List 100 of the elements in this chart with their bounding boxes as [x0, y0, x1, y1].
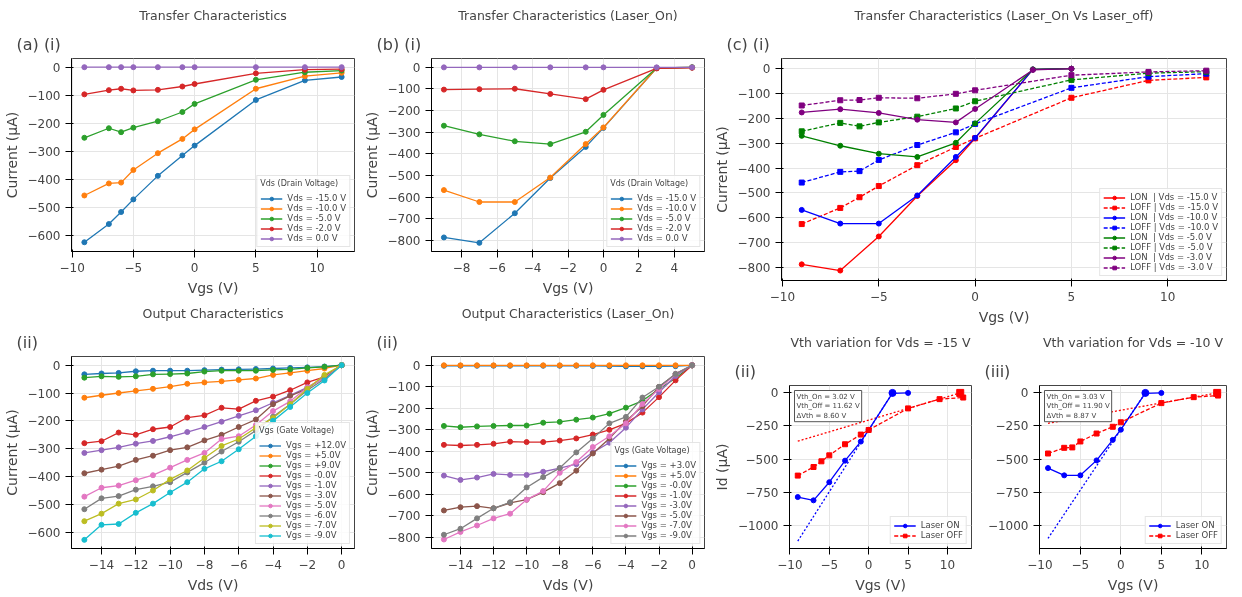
x-tick-label: −5: [869, 289, 888, 304]
y-tick-label: −500: [745, 452, 779, 467]
legend-label: Laser OFF: [1175, 530, 1218, 540]
y-tick-label: 0: [770, 386, 779, 401]
x-tick-label: −4: [617, 557, 635, 572]
legend-label: Vgs = +9.0V: [285, 460, 341, 470]
x-tick-label: 10: [1194, 557, 1210, 572]
y-axis-title: Current (µA): [363, 111, 380, 199]
legend-label: Vds = -10.0 V: [637, 203, 696, 213]
legend-title: Vgs (Gate Voltage): [258, 426, 336, 435]
x-tick-label: −12: [480, 557, 507, 572]
x-tick-label: −6: [488, 260, 506, 275]
y-tick-label: −600: [387, 487, 421, 502]
y-tick-label: −200: [27, 414, 61, 429]
x-tick-label: −10: [1027, 557, 1053, 572]
y-tick-label: −400: [387, 444, 421, 459]
y-tick-label: −1000: [987, 518, 1029, 533]
legend-label: Vgs = -6.0V: [285, 510, 337, 520]
x-tick-label: 4: [670, 260, 679, 275]
legend-label: LON | Vds = -10.0 V: [1130, 212, 1218, 222]
y-tick-label: −800: [387, 530, 421, 545]
legend-label: Vgs = +5.0V: [641, 470, 696, 480]
y-tick-label: −200: [387, 104, 421, 119]
legend-label: Vgs = -9.0V: [641, 530, 692, 540]
legend-label: Vgs = -1.0V: [285, 480, 337, 490]
text: (b) (i): [376, 34, 422, 54]
y-tick-label: −250: [995, 419, 1029, 434]
legend-label: Vgs = -1.0V: [641, 490, 692, 500]
chart-title: Transfer Characteristics (Laser_On Vs Laser_off): [853, 7, 1154, 23]
y-tick-label: −750: [995, 485, 1029, 500]
legend-label: Vgs = +3.0V: [641, 460, 696, 470]
x-tick-label: −2: [650, 557, 668, 572]
legend-label: Vgs = -0.0V: [641, 480, 692, 490]
legend-label: Vgs = +12.0V: [285, 440, 346, 450]
chart-title: Output Characteristics (Laser_On): [461, 305, 675, 321]
x-tick-label: −8: [550, 557, 569, 572]
y-tick-label: −100: [737, 87, 771, 102]
legend-label: LOFF | Vds = -15.0 V: [1130, 202, 1218, 212]
y-axis-title: Current (µA): [363, 409, 380, 496]
x-tick-label: −10: [157, 557, 183, 572]
x-tick-label: 2: [635, 260, 643, 275]
y-tick-label: −500: [387, 168, 421, 183]
y-tick-label: −400: [27, 470, 61, 485]
y-tick-label: −300: [387, 125, 421, 140]
x-tick-label: 0: [971, 289, 979, 304]
y-tick-label: −600: [737, 211, 771, 226]
y-tick-label: −500: [387, 466, 421, 481]
y-tick-label: −600: [387, 190, 421, 205]
y-tick-label: −100: [27, 386, 61, 401]
legend-label: Vgs = +5.0V: [285, 450, 341, 460]
y-tick-label: −500: [27, 200, 61, 215]
x-tick-label: 0: [1117, 557, 1125, 572]
x-tick-label: 0: [337, 557, 346, 572]
y-tick-label: −300: [27, 144, 61, 159]
legend-label: LOFF | Vds = -10.0 V: [1130, 222, 1218, 232]
chart-title: Output Characteristics: [142, 305, 284, 321]
y-tick-label: −1000: [737, 518, 779, 533]
chart-title: Transfer Characteristics: [138, 7, 287, 23]
legend-label: LON | Vds = -15.0 V: [1130, 192, 1218, 202]
y-tick-label: 0: [1020, 386, 1029, 401]
y-tick-label: −400: [387, 147, 421, 162]
x-axis-title: Vgs (V): [978, 308, 1030, 325]
y-tick-label: −100: [387, 380, 421, 395]
x-tick-label: −14: [447, 557, 474, 572]
legend-label: Vds = -10.0 V: [287, 203, 346, 213]
y-tick-label: −300: [737, 136, 771, 151]
x-axis-title: Vgs (V): [542, 279, 594, 296]
legend-label: Laser ON: [920, 520, 960, 530]
y-tick-label: −200: [387, 401, 421, 416]
text: (c) (i): [726, 34, 770, 54]
legend-label: Vgs = -3.0V: [285, 490, 337, 500]
x-tick-label: −12: [123, 557, 149, 572]
legend-label: Vds = -15.0 V: [637, 193, 696, 203]
legend-label: Vgs = -9.0V: [285, 530, 337, 540]
y-tick-label: −400: [27, 172, 61, 187]
y-tick-label: −250: [745, 419, 779, 434]
chart-title: Vth variation for Vds = -10 V: [1042, 334, 1224, 350]
x-tick-label: 5: [904, 557, 912, 572]
x-tick-label: 10: [309, 260, 325, 275]
x-axis-title: Vgs (V): [187, 279, 239, 296]
x-tick-label: −8: [452, 260, 471, 275]
x-tick-label: −8: [195, 557, 214, 572]
y-tick-label: −100: [387, 82, 421, 97]
text: (ii): [734, 361, 756, 381]
y-tick-label: −500: [27, 497, 61, 512]
y-axis-title: Current (µA): [3, 409, 20, 496]
x-tick-label: −5: [1071, 557, 1090, 572]
legend-label: LON | Vds = -5.0 V: [1130, 232, 1212, 242]
legend-label: Vds = 0.0 V: [637, 233, 688, 243]
y-tick-label: 0: [412, 358, 421, 373]
x-axis-title: Vds (V): [187, 576, 239, 593]
legend-title: Vds (Drain Voltage): [260, 179, 339, 188]
text: (ii): [16, 332, 38, 352]
x-tick-label: 5: [1157, 557, 1166, 572]
y-axis-title: Current (µA): [3, 111, 20, 199]
x-axis-title: Vgs (V): [1107, 576, 1159, 593]
x-tick-label: −5: [124, 260, 143, 275]
y-tick-label: −500: [995, 452, 1029, 467]
legend-label: Laser ON: [1175, 520, 1215, 530]
y-axis-title: Current (µA): [713, 126, 730, 213]
